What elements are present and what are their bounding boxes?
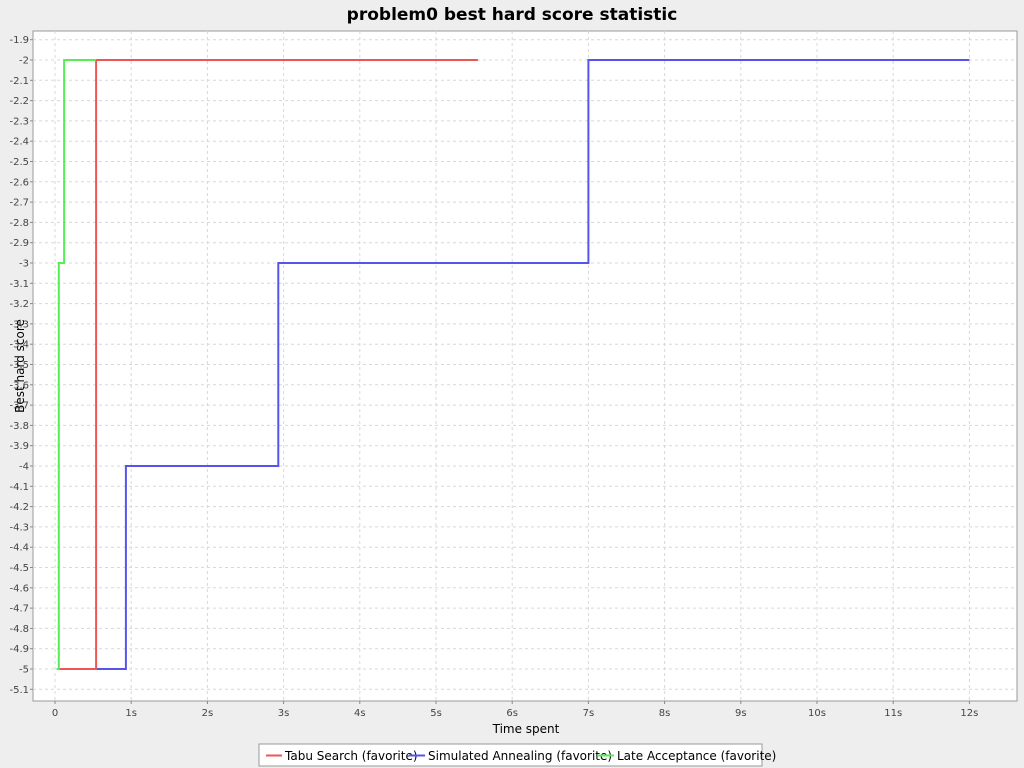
y-tick-label: -4.2 [9, 502, 29, 513]
y-tick-label: -2.4 [9, 137, 29, 148]
y-tick-label: -2.1 [9, 76, 29, 87]
x-tick-label: 5s [430, 708, 442, 719]
y-tick-label: -5.1 [9, 685, 29, 696]
y-tick-label: -3.1 [9, 279, 29, 290]
y-tick-label: -2.8 [9, 218, 29, 229]
y-tick-label: -2 [19, 56, 29, 67]
y-tick-label: -2.2 [9, 96, 29, 107]
chart-title: problem0 best hard score statistic [347, 5, 678, 25]
legend: Tabu Search (favorite) Simulated Annealin… [266, 749, 776, 763]
y-tick-label: -4.6 [9, 583, 29, 594]
plot-area [32, 30, 1018, 702]
x-tick-label: 12s [960, 708, 978, 719]
series-layer [56, 59, 970, 670]
x-tick-label: 2s [202, 708, 214, 719]
y-tick-label: -3.4 [9, 340, 29, 351]
y-tick-label: -3.3 [9, 319, 29, 330]
series-line-2 [56, 59, 970, 670]
grid [33, 31, 1017, 701]
x-tick-label: 8s [659, 708, 671, 719]
x-axis-label: Time spent [492, 722, 560, 736]
y-tick-label: -3.9 [9, 441, 29, 452]
y-tick-label: -4.7 [9, 604, 29, 615]
x-tick-label: 1s [125, 708, 137, 719]
y-tick-label: -5 [19, 665, 29, 676]
y-tick-label: -3.7 [9, 401, 29, 412]
y-tick-label: -4 [19, 462, 29, 473]
y-tick-label: -4.9 [9, 644, 29, 655]
y-tick-label: -2.9 [9, 238, 29, 249]
y-axis-label: Best hard score [13, 319, 27, 413]
x-tick-label: 4s [354, 708, 366, 719]
y-tick-label: -4.3 [9, 522, 29, 533]
y-tick-label: -2.5 [9, 157, 29, 168]
y-tick-label: -3.8 [9, 421, 29, 432]
y-tick-label: -3.5 [9, 360, 29, 371]
legend-label: Simulated Annealing (favorite) [428, 749, 612, 763]
x-tick-label: 11s [884, 708, 902, 719]
y-tick-label: -3.6 [9, 380, 29, 391]
y-tick-label: -3.2 [9, 299, 29, 310]
y-tick-label: -2.7 [9, 198, 29, 209]
y-tick-label: -3 [19, 259, 29, 270]
x-tick-label: 10s [808, 708, 826, 719]
x-tick-label: 9s [735, 708, 747, 719]
x-tick-label: 7s [583, 708, 595, 719]
legend-box [258, 743, 763, 767]
y-tick-label: -4.4 [9, 543, 29, 554]
y-tick-label: -1.9 [9, 35, 29, 46]
y-tick-label: -4.8 [9, 624, 29, 635]
legend-label: Tabu Search (favorite) [284, 749, 418, 763]
x-tick-label: 0 [52, 708, 58, 719]
y-axis: -1.9 -2 -2.1 -2.2 -2.3 -2.4 -2.5 -2.6 -2.7 -2.8 -2… [9, 35, 33, 696]
x-axis: 0 1s 2s 3s 4s 5s 6s 7s 8s 9s 10s 11s 12s [52, 701, 978, 719]
series-line-3 [56, 59, 97, 670]
legend-label: Late Acceptance (favorite) [617, 749, 776, 763]
y-tick-label: -2.6 [9, 177, 29, 188]
y-tick-label: -4.1 [9, 482, 29, 493]
y-tick-label: -4.5 [9, 563, 29, 574]
x-tick-label: 6s [506, 708, 518, 719]
x-tick-label: 3s [278, 708, 290, 719]
y-tick-label: -2.3 [9, 116, 29, 127]
series-line-1 [56, 59, 478, 670]
